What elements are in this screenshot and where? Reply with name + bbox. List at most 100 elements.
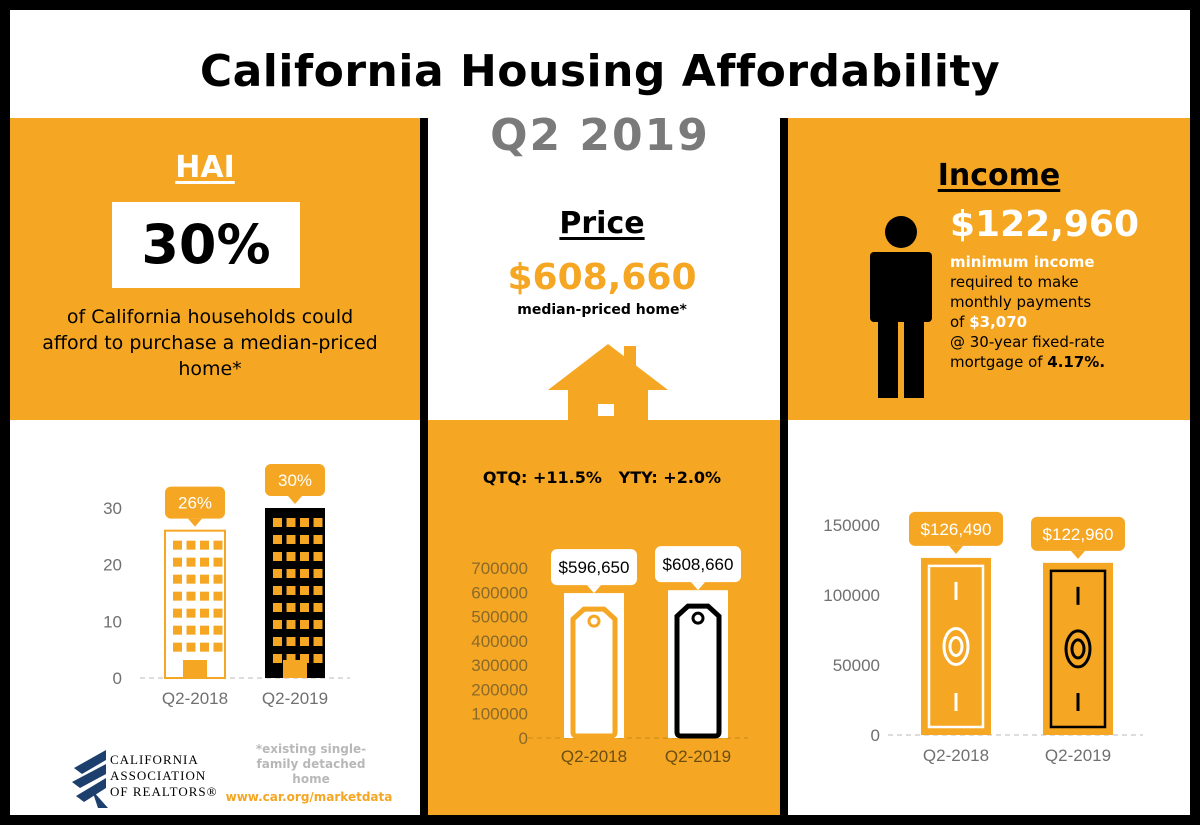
hai-ytick-label: 10 (103, 612, 122, 631)
hai-chart: 0 10 20 30 26% Q2-2018 30% Q2-2019 (103, 464, 350, 708)
building-window (286, 620, 296, 629)
building-door (183, 660, 207, 678)
building-window (173, 540, 182, 550)
building-window (313, 654, 323, 663)
price-caption: median-priced home* (517, 302, 687, 318)
building-window (313, 603, 323, 612)
building-window (300, 535, 309, 544)
building-window (186, 557, 196, 567)
income-line6-prefix: mortgage of (950, 353, 1048, 371)
income-data-label-bubble (1031, 516, 1125, 551)
income-chart: 0 50000 100000 150000 $126,490 Q2-2018 $122,96… (823, 511, 1143, 765)
price-category-label: Q2-2018 (561, 747, 627, 766)
income-ytick-label: 0 (871, 726, 880, 745)
building-window (200, 557, 209, 567)
price-changes: QTQ: +11.5% YTY: +2.0% (482, 468, 722, 487)
building-window (313, 586, 323, 595)
price-category-label: Q2-2019 (665, 747, 731, 766)
building-window (300, 586, 309, 595)
hai-data-label: 26% (178, 494, 212, 513)
hai-category-label: Q2-2019 (262, 689, 328, 708)
hai-data-label-pointer (288, 496, 302, 504)
hai-description: of California households could afford to… (42, 306, 378, 380)
hai-category-label: Q2-2018 (162, 689, 228, 708)
price-data-label-bubble (655, 546, 741, 583)
building-window (213, 557, 223, 567)
income-ytick-label: 50000 (833, 656, 880, 675)
logo-line3: OF REALTORS® (110, 784, 218, 799)
dollar-bill-icon (927, 564, 985, 729)
income-monthly-payment: $3,070 (969, 313, 1028, 331)
building-window (173, 642, 182, 652)
building-window (173, 574, 182, 584)
income-heading: Income (937, 158, 1061, 193)
building-window (286, 603, 296, 612)
building-window (300, 620, 309, 629)
price-ytick-label: 200000 (471, 680, 528, 699)
price-data-label: $608,660 (663, 555, 734, 574)
price-heading: Price (559, 206, 645, 241)
price-value: $608,660 (507, 257, 697, 298)
building-window (273, 620, 282, 629)
income-line6: mortgage of 4.17%. (950, 352, 1190, 372)
building-window (200, 540, 209, 550)
building-window (300, 518, 309, 527)
building-window (286, 654, 296, 663)
hai-ytick-label: 30 (103, 499, 122, 518)
building-window (273, 535, 282, 544)
income-panel (788, 118, 1190, 420)
income-data-label-pointer (1071, 550, 1085, 559)
hai-ytick-label: 0 (113, 669, 122, 688)
price-data-label-pointer (691, 582, 705, 591)
building-window (173, 608, 182, 618)
building-window (273, 637, 282, 646)
building-window (213, 625, 223, 635)
logo-line1: CALIFORNIA (110, 752, 199, 767)
building-window (313, 518, 323, 527)
price-tag-icon (570, 606, 618, 739)
building-window (173, 557, 182, 567)
price-data-label-pointer (587, 585, 601, 594)
building-window (213, 540, 223, 550)
building-window (286, 637, 296, 646)
building-window (286, 535, 296, 544)
income-ytick-label: 150000 (823, 516, 880, 535)
building-window (186, 608, 196, 618)
income-line5: @ 30-year fixed-rate (950, 333, 1105, 351)
car-logo-text: CALIFORNIA ASSOCIATION OF REALTORS® (110, 752, 218, 800)
income-category-label: Q2-2019 (1045, 746, 1111, 765)
income-line3: monthly payments (950, 293, 1092, 311)
price-ytick-label: 0 (519, 729, 528, 748)
building-window (200, 642, 209, 652)
building-window (200, 591, 209, 601)
building-window (300, 569, 309, 578)
price-ytick-label: 100000 (471, 705, 528, 724)
website-link[interactable]: www.car.org/marketdata (225, 790, 393, 804)
hai-bar (164, 529, 226, 679)
bill-seal-inner (948, 635, 964, 657)
building-window (273, 654, 282, 663)
car-logo-icon (72, 750, 108, 808)
income-data-label: $122,960 (1043, 525, 1114, 544)
building-window (273, 586, 282, 595)
income-value: $122,960 (950, 204, 1140, 245)
building-window (313, 620, 323, 629)
person-icon (870, 216, 932, 398)
building-window (173, 591, 182, 601)
building-window (286, 569, 296, 578)
building-window (300, 637, 309, 646)
bill-seal-outer (1064, 629, 1092, 669)
building-window (313, 552, 323, 561)
price-data-label-bubble (551, 549, 637, 586)
building-window (286, 552, 296, 561)
building-window (173, 625, 182, 635)
price-chart: 0 100000 200000 300000 400000 500000 600000 700… (471, 546, 748, 766)
income-line2: required to make (950, 273, 1079, 291)
price-ytick-label: 700000 (471, 559, 528, 578)
dollar-bill-icon (1049, 569, 1107, 729)
building-window (213, 591, 223, 601)
income-data-label-pointer (949, 545, 963, 554)
building-window (186, 591, 196, 601)
divider-left (420, 118, 428, 815)
